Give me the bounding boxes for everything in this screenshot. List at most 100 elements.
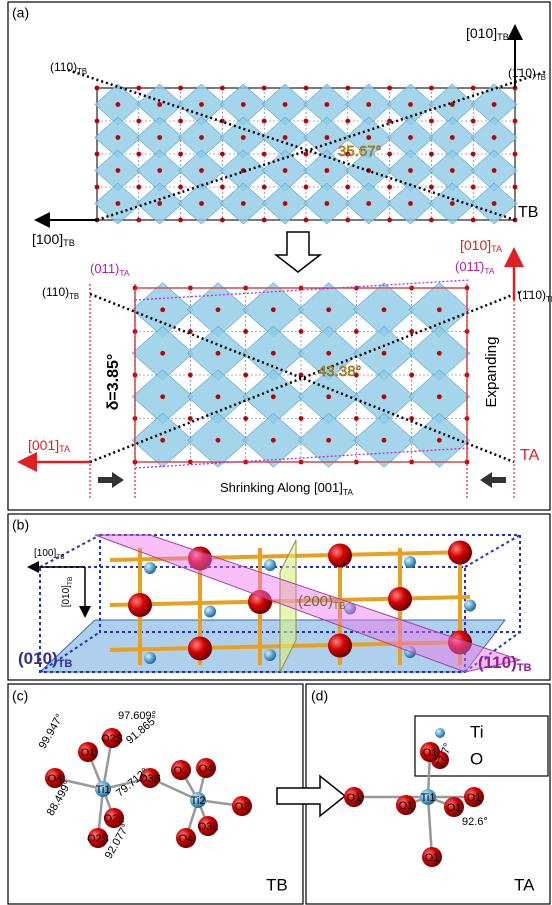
label: Shrinking Along [001]TA bbox=[220, 480, 353, 497]
transform-arrow bbox=[276, 232, 320, 272]
oxygen bbox=[409, 329, 414, 334]
label: (a) bbox=[12, 5, 29, 21]
label: [010]TB bbox=[466, 25, 509, 43]
atom-label: O1 bbox=[447, 802, 462, 814]
oxygen bbox=[216, 394, 221, 399]
oxygen bbox=[345, 218, 350, 223]
oxygen bbox=[116, 168, 121, 173]
oxygen bbox=[178, 119, 183, 124]
oxygen bbox=[429, 152, 434, 157]
label-main: (110) bbox=[50, 60, 77, 74]
oxygen bbox=[271, 438, 276, 443]
atom-label: O1 bbox=[399, 800, 414, 812]
label: (011̄)TA bbox=[455, 259, 495, 276]
atom-label: O1 bbox=[81, 747, 96, 759]
oxygen bbox=[325, 135, 330, 140]
oxygen bbox=[136, 185, 141, 190]
oxygen bbox=[345, 86, 350, 91]
oxygen bbox=[408, 102, 413, 107]
label: [010]TA bbox=[460, 237, 503, 255]
atom-label: O2S bbox=[87, 833, 109, 845]
oxygen bbox=[283, 168, 288, 173]
label-sub: TB bbox=[67, 577, 74, 585]
oxygen bbox=[326, 394, 331, 399]
transform-arrow bbox=[277, 776, 345, 816]
atom-label: Ti2 bbox=[191, 795, 206, 807]
oxygen bbox=[157, 135, 162, 140]
oxygen bbox=[136, 152, 141, 157]
oxygen bbox=[328, 634, 352, 658]
atom-label: O1 bbox=[425, 852, 440, 864]
oxygen bbox=[304, 86, 309, 91]
atom-label: O4 bbox=[179, 833, 194, 845]
oxygen bbox=[366, 201, 371, 206]
label-main: [100] bbox=[32, 231, 63, 247]
oxygen bbox=[157, 201, 162, 206]
oxygen bbox=[160, 307, 165, 312]
label: TA bbox=[514, 875, 535, 894]
oxygen bbox=[513, 185, 518, 190]
label-main: [100] bbox=[34, 548, 56, 559]
label-main: (110) bbox=[478, 653, 517, 672]
atom-label: O1 bbox=[174, 765, 189, 777]
titanium bbox=[204, 606, 216, 618]
oxygen bbox=[304, 119, 309, 124]
oxygen bbox=[241, 201, 246, 206]
label: [100]TB bbox=[32, 231, 75, 249]
oxygen bbox=[262, 185, 267, 190]
titanium bbox=[404, 556, 416, 568]
label-main: (011̄) bbox=[455, 259, 484, 274]
figure: (a)[010]TB(1̄10)TB(110)TB35.67°[100]TBTB… bbox=[0, 0, 552, 905]
titanium bbox=[464, 600, 476, 612]
oxygen bbox=[326, 438, 331, 443]
label: 43.38° bbox=[318, 363, 362, 380]
oxygen bbox=[345, 119, 350, 124]
oxygen bbox=[271, 307, 276, 312]
label: (110)TB bbox=[50, 60, 87, 76]
label-main: [010] bbox=[460, 237, 491, 253]
oxygen bbox=[283, 135, 288, 140]
label-sub: TB bbox=[517, 662, 532, 674]
label: [100]TB bbox=[34, 548, 65, 561]
oxygen bbox=[325, 102, 330, 107]
oxygen bbox=[325, 201, 330, 206]
oxygen bbox=[450, 201, 455, 206]
label: (1̄10)TB bbox=[518, 288, 552, 304]
label-main: [001] bbox=[28, 437, 59, 453]
oxygen bbox=[354, 416, 359, 421]
label-sub: TB bbox=[56, 554, 64, 561]
oxygen bbox=[136, 218, 141, 223]
oxygen bbox=[199, 168, 204, 173]
oxygen bbox=[136, 119, 141, 124]
label-sub: TB bbox=[546, 295, 552, 304]
atom-label: O2 bbox=[235, 801, 250, 813]
label: Expanding bbox=[483, 337, 500, 408]
oxygen bbox=[513, 119, 518, 124]
label-sub: TB bbox=[497, 32, 509, 42]
oxygen bbox=[471, 119, 476, 124]
oxygen bbox=[513, 152, 518, 157]
oxygen bbox=[408, 168, 413, 173]
oxygen bbox=[366, 135, 371, 140]
oxygen bbox=[382, 438, 387, 443]
label: 99.947° bbox=[37, 712, 66, 751]
label: 92.6° bbox=[462, 816, 488, 828]
oxygen bbox=[243, 329, 248, 334]
oxygen bbox=[283, 201, 288, 206]
oxygen bbox=[220, 152, 225, 157]
oxygen bbox=[437, 394, 442, 399]
oxygen bbox=[450, 168, 455, 173]
label: [010]TB bbox=[61, 577, 74, 608]
label: (1̄10)TB bbox=[508, 66, 546, 82]
label-sub: TB bbox=[333, 601, 345, 612]
label: (110)TB bbox=[478, 653, 531, 673]
oxygen bbox=[271, 351, 276, 356]
atom-label: O1 bbox=[467, 792, 482, 804]
oxygen bbox=[220, 185, 225, 190]
label-sub: TA bbox=[343, 487, 354, 497]
oxygen bbox=[382, 394, 387, 399]
label-sub: TA bbox=[491, 244, 503, 254]
atom-label: O1 bbox=[347, 792, 362, 804]
oxygen bbox=[345, 185, 350, 190]
shrink-arrow bbox=[480, 472, 506, 488]
